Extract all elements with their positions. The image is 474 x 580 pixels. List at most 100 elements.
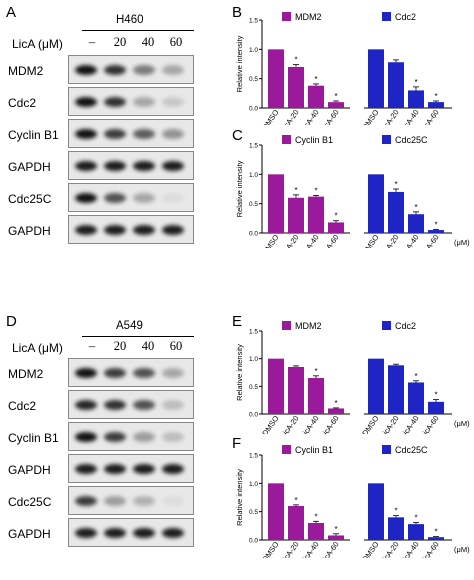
blot-band [104,368,126,378]
blot-label: Cyclin B1 [8,431,59,445]
bar [308,523,324,540]
bar [328,535,344,540]
bar-chart-e: Relative intensity0.00.51.01.5MDM2DMSOLi… [235,321,470,434]
legend-swatch [382,135,391,144]
bar [268,358,284,414]
significance-mark: * [414,513,417,522]
bar [288,366,304,414]
significance-mark: * [314,75,317,84]
blot-strip [68,518,194,547]
lica-label: LicA (μM) [12,341,63,355]
blot-strip [68,55,194,84]
conc-label: 20 [113,35,127,49]
blot-band [75,464,97,474]
blot-band [162,496,184,506]
blot-band [104,65,126,75]
bar [428,401,444,414]
cell-line-underline [82,336,194,337]
legend-label: Cdc25C [395,135,428,145]
bar [428,230,444,233]
cell-line-label: A549 [116,320,143,332]
blot-band [162,193,184,203]
bar [388,517,404,540]
y-tick-label: 0.0 [249,412,258,419]
blot-strip [68,358,194,387]
blot-band [133,368,155,378]
blot-band [133,432,155,442]
blot-band [75,129,97,139]
legend-label: MDM2 [295,12,322,22]
x-tick-label: LicA-20 [279,540,301,558]
blot-label: GAPDH [8,463,51,477]
y-axis-label: Relative intensity [235,469,244,526]
blot-strip [68,486,194,515]
blot-label: GAPDH [8,224,51,238]
bar [368,483,384,540]
blot-strip [68,183,194,212]
blot-band [75,65,97,75]
blot-band [104,400,126,410]
y-tick-label: 1.0 [249,172,258,179]
y-tick-label: 1.0 [249,47,258,54]
bar [328,408,344,414]
blot-band [162,528,184,538]
blot-band [75,225,97,235]
bar [388,191,404,233]
blot-band [75,368,97,378]
bar [388,62,404,108]
conc-label: 40 [141,339,155,353]
y-tick-label: 0.5 [249,76,258,83]
x-tick-label: LicA-60 [319,540,341,558]
legend-label: Cdc2 [395,12,416,22]
y-tick-label: 0.5 [249,384,258,391]
legend-swatch [382,321,391,330]
y-tick-label: 0.5 [249,509,258,516]
x-tick-label: DMSO [260,233,280,248]
x-tick-label: LicA-40 [399,233,421,248]
conc-label: 60 [169,339,183,353]
blot-label: GAPDH [8,527,51,541]
x-tick-label: LicA-20 [379,414,401,434]
unit-label: (μM) [454,419,470,428]
bar [268,174,284,233]
x-tick-label: DMSO [360,233,380,248]
legend-label: Cyclin B1 [295,445,333,455]
blot-band [104,129,126,139]
conc-label: 40 [141,35,155,49]
cell-line-label: H460 [116,14,144,26]
significance-mark: * [394,507,397,516]
legend-label: Cdc2 [395,321,416,331]
blot-band [104,97,126,107]
blot-band [75,432,97,442]
panel-letter-a: A [6,4,17,21]
blot-band [133,161,155,171]
significance-mark: * [434,220,437,229]
blot-band [133,464,155,474]
legend-label: MDM2 [295,321,322,331]
y-tick-label: 0.0 [249,106,258,113]
bar [408,382,424,414]
western-blot-panel-h460: H460 LicA (μM) – 20 40 60 MDM2 Cdc2 Cycl… [0,0,230,250]
y-tick-label: 1.5 [249,329,258,336]
blot-label: MDM2 [8,367,44,381]
blot-band [133,225,155,235]
y-tick-label: 0.0 [249,538,258,545]
blot-band [104,193,126,203]
conc-label: – [88,35,96,49]
blot-band [162,97,184,107]
x-tick-label: LicA-60 [419,233,441,248]
blot-band [133,496,155,506]
western-blot-panel-a549: A549 LicA (μM) – 20 40 60 MDM2 Cdc2 Cycl… [0,308,230,558]
legend-swatch [282,12,291,21]
blot-band [75,97,97,107]
x-tick-label: LicA-20 [379,233,401,248]
legend-label: Cyclin B1 [295,135,333,145]
conc-label: 60 [169,35,183,49]
conc-label: 20 [113,339,127,353]
blot-label: Cdc25C [8,495,52,509]
bar [268,49,284,108]
y-tick-label: 1.5 [249,18,258,25]
bar [408,214,424,233]
panel-letter-d: D [6,313,17,330]
